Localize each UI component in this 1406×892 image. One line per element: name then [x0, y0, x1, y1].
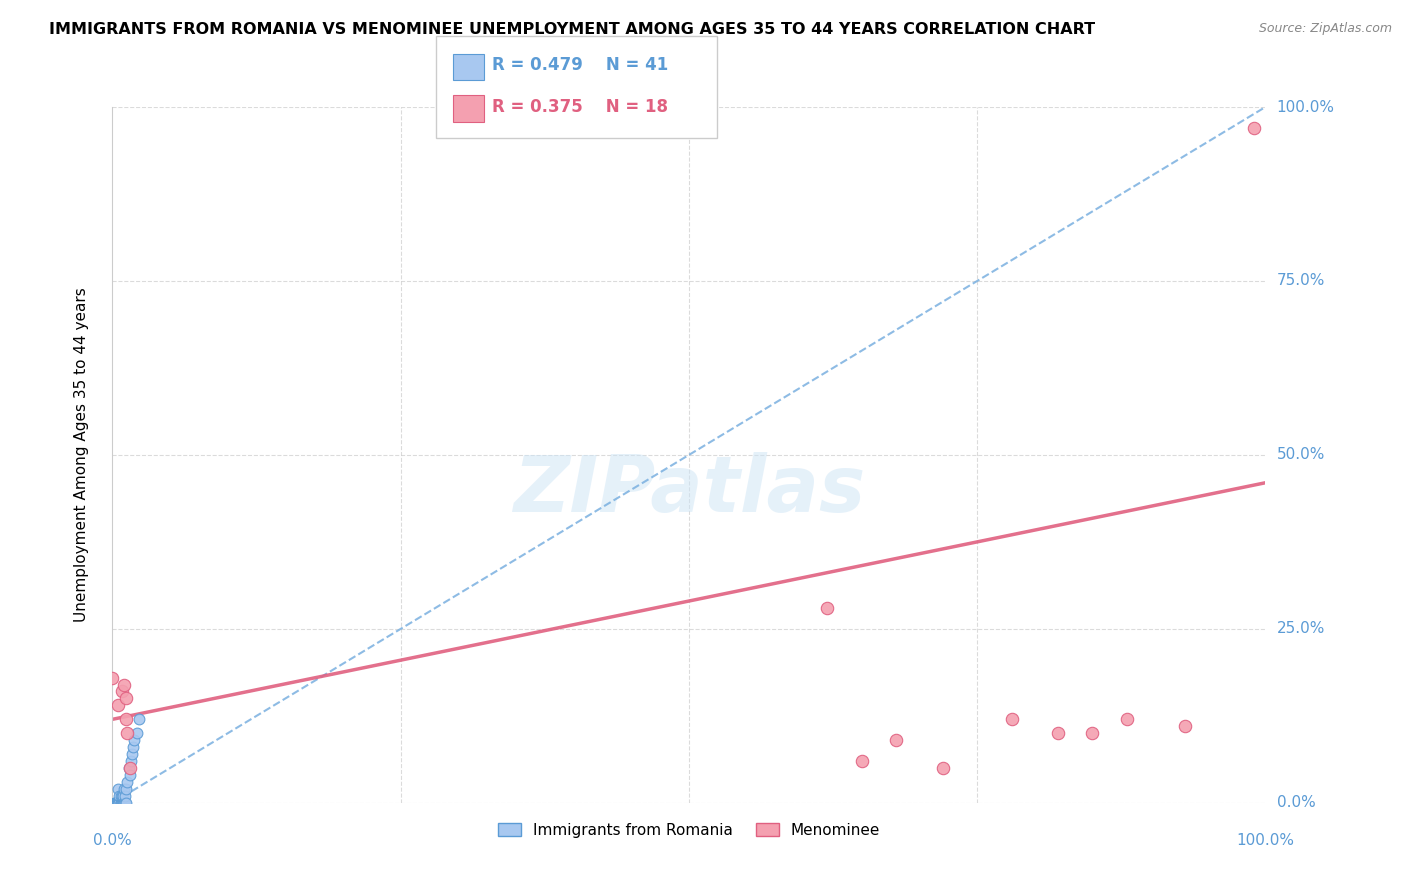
Point	[112, 796, 135, 810]
Point	[105, 796, 128, 810]
Point	[112, 677, 135, 691]
Point	[115, 781, 138, 796]
Point	[114, 789, 136, 803]
Text: 100.0%: 100.0%	[1277, 100, 1334, 114]
Point	[104, 796, 127, 810]
Text: 25.0%: 25.0%	[1277, 622, 1324, 636]
Point	[1001, 712, 1024, 726]
Point	[117, 726, 139, 740]
Point	[115, 712, 138, 726]
Point	[107, 796, 129, 810]
Point	[110, 789, 132, 803]
Point	[108, 789, 131, 803]
Point	[118, 761, 141, 775]
Point	[101, 671, 124, 685]
Point	[111, 684, 134, 698]
Point	[125, 726, 148, 740]
Point	[112, 796, 135, 810]
Point	[117, 761, 139, 775]
Text: R = 0.479    N = 41: R = 0.479 N = 41	[492, 56, 668, 74]
Point	[110, 796, 132, 810]
Point	[128, 712, 150, 726]
Point	[108, 796, 131, 810]
Point	[107, 698, 129, 713]
Point	[104, 796, 127, 810]
Point	[110, 796, 132, 810]
Point	[114, 796, 136, 810]
Point	[1046, 726, 1069, 740]
Point	[115, 691, 138, 706]
Point	[124, 733, 146, 747]
Point	[1116, 712, 1139, 726]
Point	[1174, 719, 1197, 733]
Point	[851, 754, 873, 768]
Point	[111, 789, 134, 803]
Text: ZIPatlas: ZIPatlas	[513, 451, 865, 528]
Point	[111, 789, 134, 803]
Point	[111, 796, 134, 810]
Point	[108, 796, 131, 810]
Point	[104, 796, 127, 810]
Y-axis label: Unemployment Among Ages 35 to 44 years: Unemployment Among Ages 35 to 44 years	[75, 287, 89, 623]
Point	[107, 781, 129, 796]
Point	[118, 768, 141, 782]
Text: 0.0%: 0.0%	[1277, 796, 1315, 810]
Point	[815, 601, 838, 615]
Point	[122, 740, 145, 755]
Point	[117, 775, 139, 789]
Point	[120, 754, 142, 768]
Point	[110, 796, 132, 810]
Point	[1243, 120, 1265, 135]
Text: 100.0%: 100.0%	[1236, 833, 1295, 848]
Point	[121, 747, 143, 761]
Point	[104, 796, 127, 810]
Legend: Immigrants from Romania, Menominee: Immigrants from Romania, Menominee	[492, 816, 886, 844]
Text: Source: ZipAtlas.com: Source: ZipAtlas.com	[1258, 22, 1392, 36]
Point	[104, 796, 127, 810]
Text: 0.0%: 0.0%	[93, 833, 132, 848]
Point	[931, 761, 953, 775]
Point	[111, 796, 134, 810]
Point	[105, 796, 128, 810]
Point	[103, 796, 125, 810]
Point	[115, 796, 138, 810]
Text: R = 0.375    N = 18: R = 0.375 N = 18	[492, 98, 668, 116]
Text: 50.0%: 50.0%	[1277, 448, 1324, 462]
Point	[112, 781, 135, 796]
Point	[111, 796, 134, 810]
Point	[1081, 726, 1104, 740]
Point	[105, 796, 128, 810]
Point	[111, 796, 134, 810]
Point	[107, 796, 129, 810]
Text: 75.0%: 75.0%	[1277, 274, 1324, 288]
Text: IMMIGRANTS FROM ROMANIA VS MENOMINEE UNEMPLOYMENT AMONG AGES 35 TO 44 YEARS CORR: IMMIGRANTS FROM ROMANIA VS MENOMINEE UNE…	[49, 22, 1095, 37]
Point	[886, 733, 908, 747]
